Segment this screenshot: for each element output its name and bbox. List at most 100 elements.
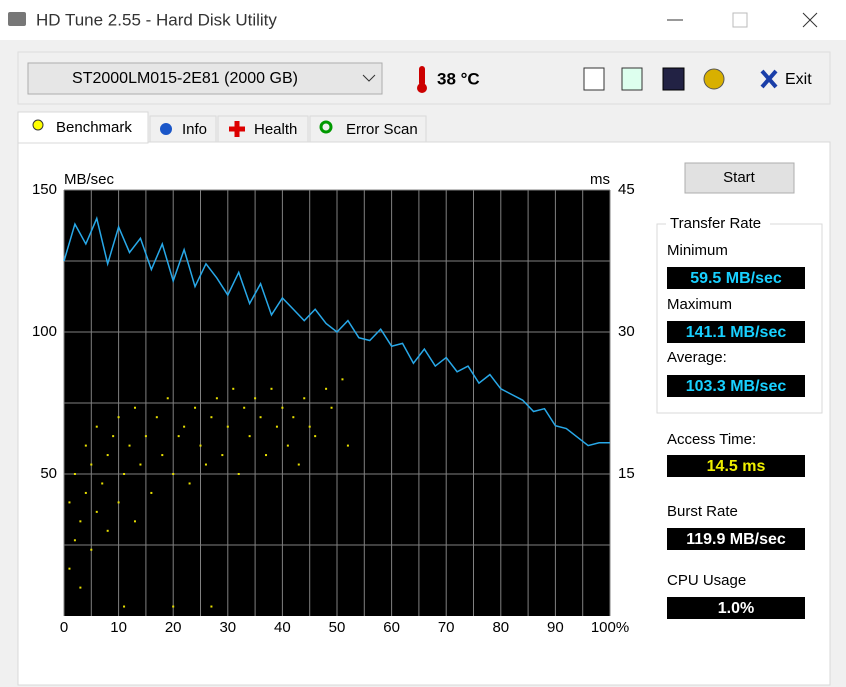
access-time-point (133, 406, 136, 409)
tab-icon (229, 121, 245, 137)
tab-icon (160, 123, 172, 135)
access-time-point (133, 520, 136, 523)
x-tick-label: 100% (591, 619, 629, 636)
start-label[interactable]: Start (723, 169, 756, 186)
access-time-point (297, 463, 300, 466)
access-time-point (259, 416, 262, 419)
save-icon[interactable] (662, 67, 685, 91)
y-tick-label: 50 (40, 465, 57, 482)
access-time-point (139, 463, 142, 466)
dropdown-arrow (362, 74, 376, 82)
access-time-point (183, 425, 186, 428)
access-time-point (199, 444, 202, 447)
tab-icon (32, 119, 44, 131)
access-time-point (188, 482, 191, 485)
access-time-point (79, 520, 82, 523)
group-title: Transfer Rate (670, 215, 761, 232)
access-time-point (215, 397, 218, 400)
options-icon[interactable] (703, 68, 725, 90)
tab-label[interactable]: Health (254, 121, 297, 138)
label: CPU Usage (667, 572, 746, 589)
access-time-point (341, 378, 344, 381)
start-button[interactable] (684, 162, 795, 194)
access-time-point (232, 387, 235, 390)
access-time-point (265, 454, 268, 457)
access-time-point (106, 529, 109, 532)
label: Burst Rate (667, 503, 738, 520)
x-tick-label: 80 (492, 619, 509, 636)
x-tick-label: 50 (329, 619, 346, 636)
access-time-point (330, 406, 333, 409)
access-time-point (275, 425, 278, 428)
average-value: 103.3 MB/sec (686, 378, 787, 395)
x-tick-label: 60 (383, 619, 400, 636)
y2-tick-label: 30 (618, 323, 635, 340)
access-time-point (79, 586, 82, 589)
tab-label[interactable]: Info (182, 121, 207, 138)
access-time-point (112, 435, 115, 438)
access-time-point (123, 605, 126, 608)
label: Average: (667, 349, 727, 366)
exit-icon[interactable] (760, 69, 778, 89)
access-time-point (68, 501, 71, 504)
tab-label[interactable]: Benchmark (56, 119, 132, 136)
y-tick-label: 100 (32, 323, 57, 340)
x-tick-label: 40 (274, 619, 291, 636)
transfer-rate-line (63, 216, 610, 447)
access-time-point (172, 605, 175, 608)
access-time-point (172, 473, 175, 475)
access-time-point (90, 548, 93, 551)
x-tick-label: 20 (165, 619, 182, 636)
drive-name: ST2000LM015-2E81 (2000 GB) (72, 70, 298, 87)
access-time-point (95, 425, 98, 428)
thermometer (419, 66, 425, 86)
tab-icon (319, 120, 333, 134)
access-time-point (281, 406, 284, 409)
toolbar (17, 51, 831, 105)
label: Maximum (667, 296, 732, 313)
y2-tick-label: 45 (618, 181, 635, 198)
y-tick-label: 150 (32, 181, 57, 198)
access-time-point (303, 397, 306, 400)
value-box (667, 375, 805, 397)
exit-label[interactable]: Exit (785, 71, 812, 88)
maximize[interactable] (732, 12, 748, 28)
access-time-value: 14.5 ms (707, 458, 766, 475)
access-time-point (95, 510, 98, 513)
tab-label[interactable]: Error Scan (346, 121, 418, 138)
access-time-point (308, 425, 311, 428)
label: Minimum (667, 242, 728, 259)
access-time-point (286, 444, 289, 447)
access-time-point (210, 416, 213, 419)
close[interactable] (802, 12, 818, 28)
x-tick-label: 10 (110, 619, 127, 636)
access-time-point (177, 435, 180, 438)
access-time-point (144, 435, 147, 438)
access-time-point (128, 444, 131, 447)
label: Access Time: (667, 431, 756, 448)
minimum-value: 59.5 MB/sec (690, 270, 782, 287)
access-time-point (194, 406, 197, 409)
access-time-point (243, 406, 246, 409)
x-tick-label: 70 (438, 619, 455, 636)
access-time-point (210, 605, 213, 608)
access-time-point (101, 482, 104, 485)
tab-health[interactable] (217, 115, 309, 143)
access-time-point (84, 444, 87, 447)
access-time-point (166, 397, 169, 400)
value-box (667, 597, 805, 619)
access-time-point (161, 454, 164, 457)
copy-all-icon[interactable] (621, 67, 643, 91)
copy-icon[interactable] (583, 67, 605, 91)
thermometer-bulb (417, 83, 427, 93)
access-time-point (270, 387, 273, 390)
access-time-point (150, 491, 153, 494)
access-time-point (226, 425, 229, 428)
maximum-value: 141.1 MB/sec (686, 324, 787, 341)
burst-rate-value: 119.9 MB/sec (686, 531, 786, 548)
access-time-point (106, 454, 109, 457)
app-icon (8, 12, 26, 26)
access-time-point (155, 416, 158, 419)
drive-select[interactable] (27, 62, 383, 95)
